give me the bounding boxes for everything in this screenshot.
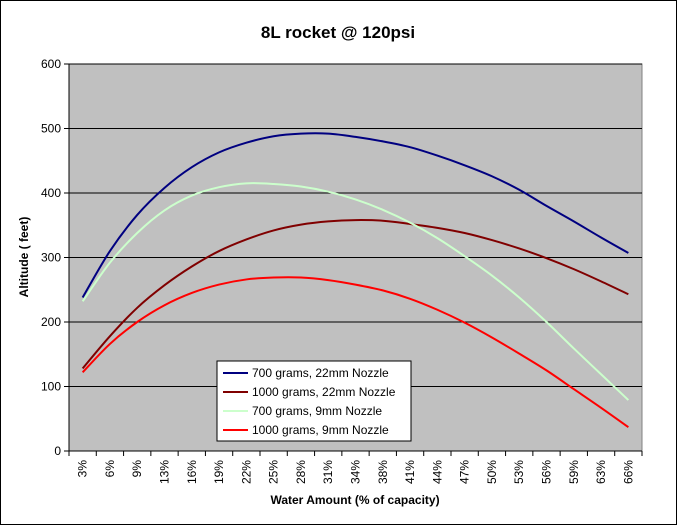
x-tick-label: 9% bbox=[130, 460, 144, 478]
y-tick-label: 100 bbox=[41, 380, 61, 394]
y-tick-label: 200 bbox=[41, 315, 61, 329]
x-axis-title: Water Amount (% of capacity) bbox=[270, 493, 439, 507]
x-tick-label: 25% bbox=[267, 460, 281, 484]
chart-title: 8L rocket @ 120psi bbox=[261, 23, 415, 42]
x-tick-label: 16% bbox=[185, 460, 199, 484]
x-tick-label: 22% bbox=[239, 460, 253, 484]
y-axis-title: Altitude ( feet) bbox=[17, 217, 31, 298]
x-tick-label: 34% bbox=[349, 460, 363, 484]
series-line-1000g-22mm bbox=[81, 219, 629, 370]
series-line-700g-22mm bbox=[81, 132, 629, 298]
x-tick-label: 41% bbox=[403, 460, 417, 484]
x-tick-label: 66% bbox=[621, 460, 635, 484]
legend-label-1000g-9mm: 1000 grams, 9mm Nozzle bbox=[252, 423, 389, 437]
legend: 700 grams, 22mm Nozzle 1000 grams, 22mm … bbox=[216, 360, 412, 442]
series-line-1000g-9mm bbox=[81, 276, 629, 428]
legend-label-700g-22mm: 700 grams, 22mm Nozzle bbox=[252, 366, 389, 380]
x-tick-label: 3% bbox=[76, 460, 90, 478]
x-tick-label: 47% bbox=[458, 460, 472, 484]
series-line-700g-9mm bbox=[81, 182, 630, 401]
x-tick-label: 56% bbox=[540, 460, 554, 484]
y-tick-label: 0 bbox=[54, 444, 61, 458]
x-tick-label: 59% bbox=[567, 460, 581, 484]
x-tick-label: 13% bbox=[158, 460, 172, 484]
x-tick-label: 63% bbox=[594, 460, 608, 484]
x-tick-label: 53% bbox=[512, 460, 526, 484]
x-tick-label: 19% bbox=[212, 460, 226, 484]
legend-label-700g-9mm: 700 grams, 9mm Nozzle bbox=[252, 404, 382, 418]
x-tick-label: 50% bbox=[485, 460, 499, 484]
y-tick-label: 500 bbox=[41, 122, 61, 136]
y-tick-label: 600 bbox=[41, 57, 61, 71]
x-tick-label: 28% bbox=[294, 460, 308, 484]
legend-label-1000g-22mm: 1000 grams, 22mm Nozzle bbox=[252, 385, 396, 399]
x-tick-label: 31% bbox=[321, 460, 335, 484]
x-tick-label: 44% bbox=[430, 460, 444, 484]
y-tick-label: 400 bbox=[41, 186, 61, 200]
x-tick-label: 6% bbox=[103, 460, 117, 478]
y-tick-label: 300 bbox=[41, 251, 61, 265]
x-tick-label: 38% bbox=[376, 460, 390, 484]
legend-box bbox=[216, 360, 412, 442]
